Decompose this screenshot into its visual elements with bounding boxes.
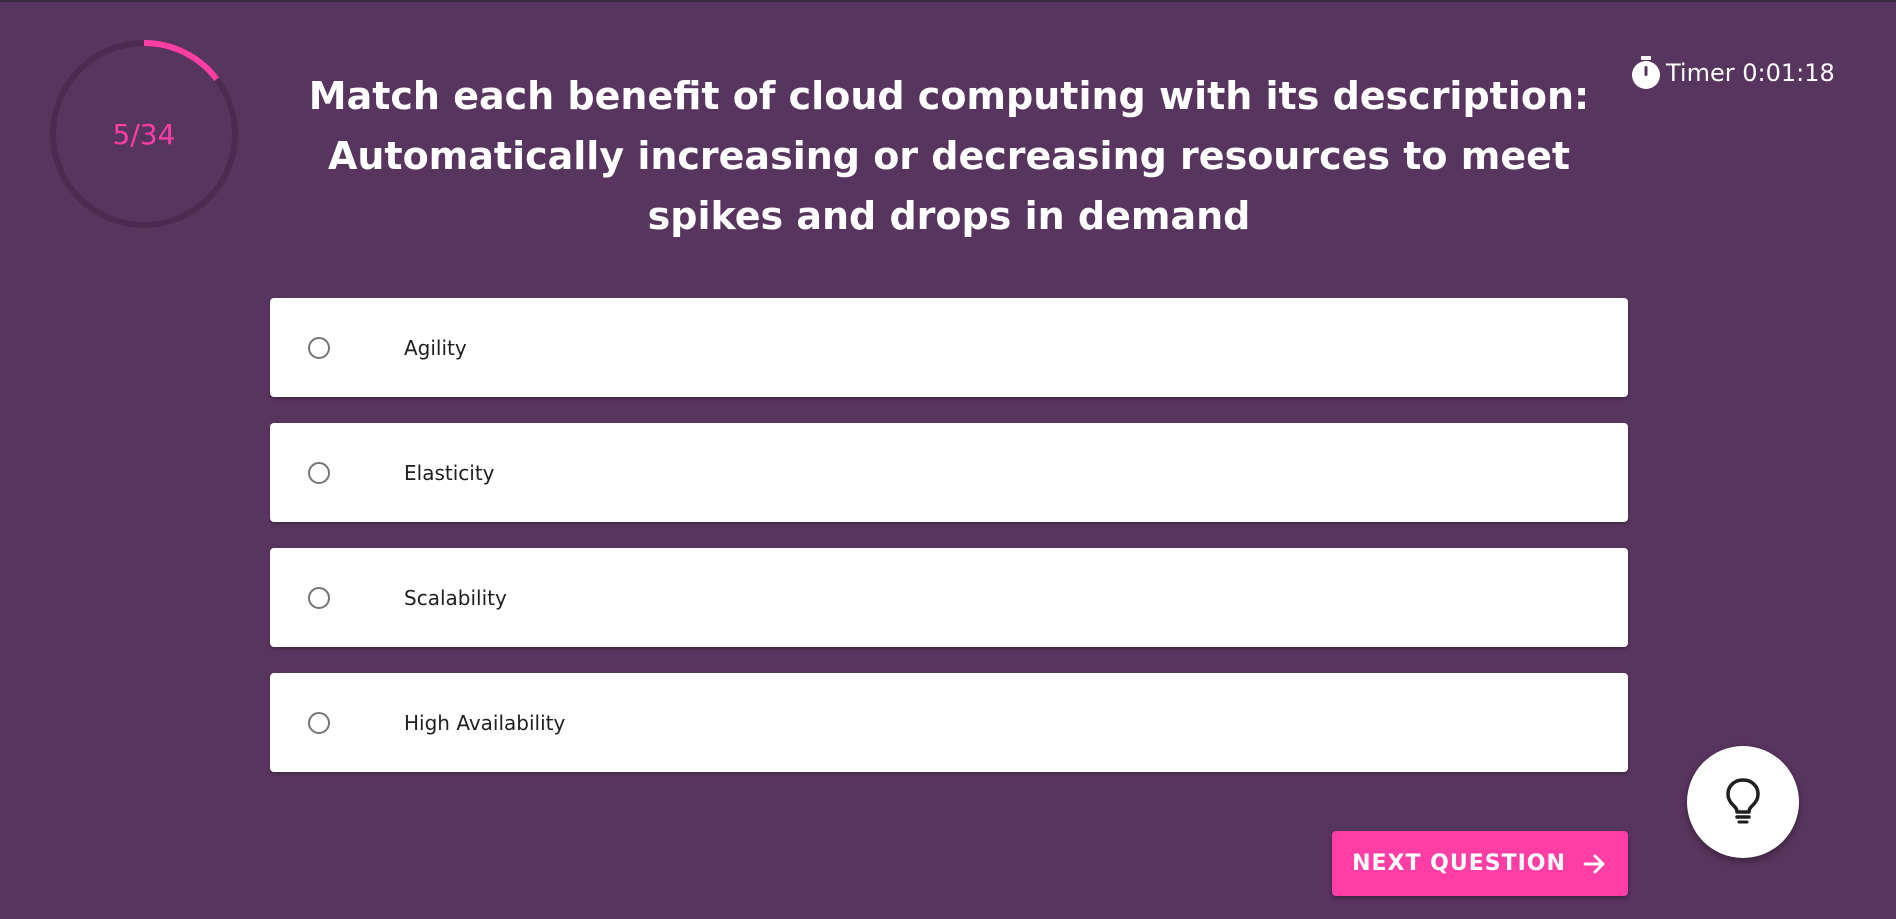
option-scalability[interactable]: Scalability: [270, 548, 1628, 647]
progress-counter: 5/34: [112, 117, 176, 151]
stopwatch-icon: [1630, 56, 1662, 90]
radio-button[interactable]: [308, 586, 330, 609]
hint-button[interactable]: [1687, 746, 1799, 858]
next-question-label: NEXT QUESTION: [1352, 851, 1566, 876]
timer-label: Timer 0:01:18: [1666, 59, 1835, 87]
progress-arc: [50, 40, 238, 228]
lightbulb-icon: [1723, 776, 1763, 828]
progress-ring: 5/34: [48, 38, 240, 230]
next-question-button[interactable]: NEXT QUESTION: [1332, 831, 1628, 896]
answer-options: Agility Elasticity Scalability High Avai…: [270, 298, 1628, 798]
option-label: Agility: [404, 335, 467, 360]
top-border: [0, 0, 1896, 2]
question-text: Match each benefit of cloud computing wi…: [308, 74, 1590, 238]
radio-button[interactable]: [308, 336, 330, 359]
radio-button[interactable]: [308, 461, 330, 484]
option-high-availability[interactable]: High Availability: [270, 673, 1628, 772]
arrow-right-icon: [1580, 850, 1608, 878]
progress-ring-graphic: [50, 40, 238, 228]
timer: Timer 0:01:18: [1630, 56, 1835, 90]
option-label: Elasticity: [404, 460, 495, 485]
radio-button[interactable]: [308, 711, 330, 734]
option-agility[interactable]: Agility: [270, 298, 1628, 397]
option-elasticity[interactable]: Elasticity: [270, 423, 1628, 522]
option-label: Scalability: [404, 585, 507, 610]
option-label: High Availability: [404, 710, 566, 735]
